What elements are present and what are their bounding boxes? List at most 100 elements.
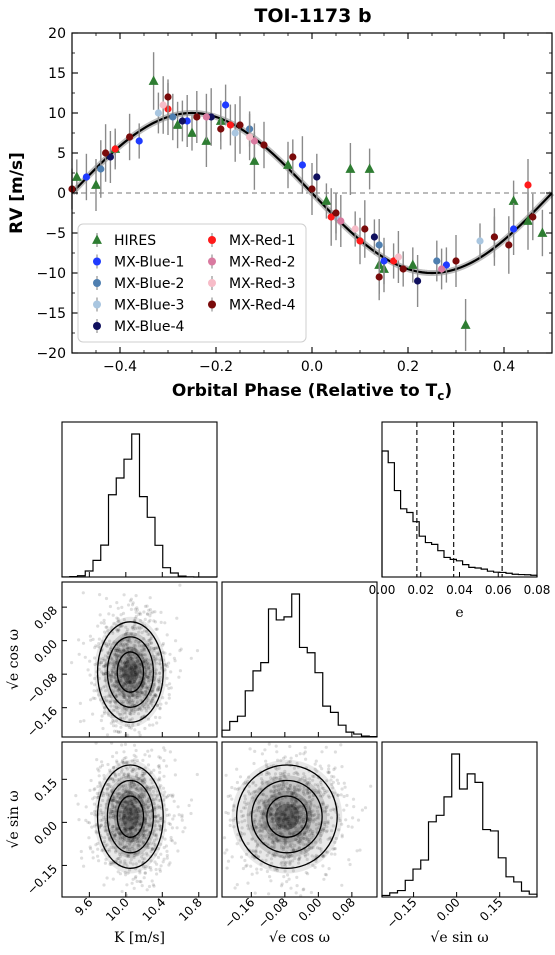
sample-point (131, 673, 135, 677)
sample-point (151, 697, 155, 701)
sample-point (153, 675, 157, 679)
sample-point (127, 723, 131, 727)
sample-point (137, 692, 141, 696)
sample-point (161, 642, 165, 646)
sample-point (138, 669, 142, 673)
sample-point (109, 721, 113, 725)
sample-point (132, 667, 137, 672)
sample-point (156, 764, 160, 769)
sample-point (132, 758, 136, 762)
sample-point (109, 695, 113, 699)
sample-point (156, 653, 160, 657)
data-point-mx-red-2 (250, 137, 258, 145)
sample-point (102, 621, 106, 625)
sample-point (145, 612, 149, 616)
sample-point (122, 825, 126, 829)
sample-point (127, 701, 131, 705)
sample-point (139, 716, 143, 720)
sample-point (117, 689, 121, 693)
sample-point (126, 816, 130, 820)
sample-point (169, 835, 173, 840)
sample-point (142, 836, 147, 840)
sample-point (287, 877, 291, 881)
sample-point (161, 643, 165, 647)
data-point-mx-red-2 (438, 265, 446, 273)
sample-point (123, 673, 127, 677)
sample-point (162, 774, 166, 778)
sample-point (110, 670, 114, 674)
sample-point (147, 667, 151, 671)
sample-point (110, 715, 114, 719)
sample-point (103, 706, 107, 710)
sample-point (92, 689, 96, 693)
sample-point (103, 679, 107, 683)
sample-point (170, 826, 174, 830)
sample-point (164, 764, 169, 768)
sample-point (129, 702, 133, 707)
sample-point (153, 695, 157, 699)
sample-point (111, 662, 115, 666)
sample-point (109, 677, 113, 681)
sample-point (144, 673, 148, 677)
sample-point (132, 711, 136, 716)
e-tick-label: 0.08 (524, 583, 551, 597)
sample-point (137, 810, 141, 814)
sample-point (106, 762, 110, 767)
x-tick-label: −0.4 (103, 359, 137, 375)
sample-point (133, 687, 137, 691)
sample-point (127, 667, 131, 671)
data-point-mx-blue-2 (375, 241, 383, 249)
sample-point (122, 593, 126, 597)
sample-point (77, 638, 81, 642)
sample-point (113, 648, 118, 653)
sample-point (168, 682, 172, 686)
sample-point (123, 693, 127, 697)
sample-point (126, 679, 130, 683)
sample-point (152, 646, 156, 651)
sample-point (123, 654, 127, 658)
sample-point (104, 596, 109, 601)
sample-point (115, 693, 119, 697)
sample-point (120, 889, 124, 894)
sample-point (155, 721, 159, 725)
sample-point (246, 881, 250, 885)
data-point-mx-red-4 (236, 121, 244, 129)
sample-point (131, 822, 135, 827)
sample-point (327, 767, 331, 771)
sample-point (103, 676, 107, 680)
sample-point (138, 627, 142, 631)
sample-point (126, 674, 130, 678)
sample-point (152, 694, 156, 698)
sample-point (145, 661, 149, 665)
sample-point (154, 658, 158, 662)
sample-point (113, 683, 117, 688)
sample-point (172, 814, 176, 818)
sample-point (116, 684, 120, 688)
sample-point (120, 624, 124, 628)
data-point-hires (187, 127, 197, 137)
sample-point (138, 661, 142, 665)
sample-point (155, 651, 159, 655)
sample-point (127, 695, 131, 699)
sample-point (128, 632, 132, 636)
legend-label: MX-Red-1 (229, 233, 296, 249)
sample-point (141, 704, 145, 708)
sample-point (275, 750, 279, 754)
sample-point (143, 682, 147, 686)
sample-point (233, 886, 237, 890)
sample-point (135, 700, 140, 704)
sample-point (162, 746, 166, 750)
sample-point (146, 661, 150, 665)
sample-point (141, 686, 146, 690)
data-point-mx-red-4 (332, 209, 340, 217)
sample-point (149, 677, 153, 681)
sample-point (181, 830, 185, 834)
sample-point (153, 682, 157, 686)
sample-point (138, 675, 142, 679)
sample-point (117, 648, 121, 652)
sample-point (130, 881, 134, 885)
sample-point (135, 812, 139, 816)
sample-point (118, 712, 122, 716)
sample-point (141, 773, 145, 778)
sample-point (128, 681, 132, 685)
